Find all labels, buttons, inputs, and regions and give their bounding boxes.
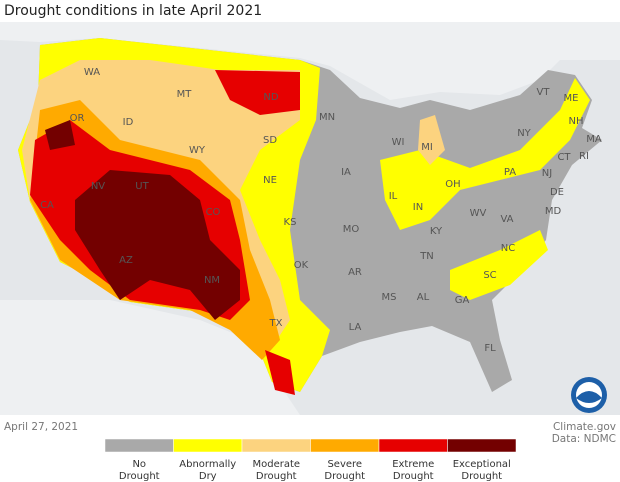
mexico xyxy=(0,300,300,415)
extreme-drought-area xyxy=(265,350,295,395)
state-label: MI xyxy=(421,142,433,153)
noaa-logo xyxy=(571,377,607,413)
state-label: AL xyxy=(417,292,430,303)
us-map: WA OR CA NV ID MT WY UT AZ CO NM ND SD NE KS OK TX MN IA MO… xyxy=(18,38,602,395)
legend-swatch xyxy=(104,438,174,453)
state-label: OK xyxy=(294,260,309,271)
state-label: MT xyxy=(177,89,193,100)
state-label: VT xyxy=(537,87,551,98)
state-label: NJ xyxy=(542,168,552,179)
legend-label: Abnormally xyxy=(179,459,236,470)
legend-swatch xyxy=(310,438,380,453)
state-label: FL xyxy=(484,343,496,354)
legend-swatch xyxy=(447,438,517,453)
state-label: KY xyxy=(430,226,443,237)
legend-label: Drought xyxy=(461,471,502,482)
state-label: LA xyxy=(349,322,362,333)
moderate-drought-area xyxy=(418,115,445,165)
legend-label: Dry xyxy=(199,471,217,482)
legend-label: Drought xyxy=(324,471,365,482)
state-label: MD xyxy=(545,206,562,217)
state-label: NH xyxy=(569,116,584,127)
legend-label: Drought xyxy=(256,471,297,482)
abnormally-dry-area xyxy=(450,230,548,300)
state-label: IA xyxy=(341,167,351,178)
state-label: MS xyxy=(382,292,397,303)
state-label: UT xyxy=(135,181,149,192)
state-label: KS xyxy=(284,217,297,228)
state-label: AR xyxy=(348,267,362,278)
state-label: NE xyxy=(263,175,277,186)
state-label: CA xyxy=(40,200,54,211)
state-label: TN xyxy=(419,251,434,262)
state-label: WV xyxy=(470,208,487,219)
legend-swatch xyxy=(378,438,448,453)
exceptional-drought-area xyxy=(75,170,240,320)
state-label: ND xyxy=(263,92,278,103)
date: April 27, 2021 xyxy=(4,421,78,433)
state-label: MA xyxy=(586,134,602,145)
state-label: GA xyxy=(455,295,470,306)
state-label: MO xyxy=(343,224,360,235)
state-label: PA xyxy=(504,167,516,178)
legend-label: Drought xyxy=(119,471,160,482)
canada xyxy=(0,22,620,100)
state-label: DE xyxy=(550,187,564,198)
state-label: ID xyxy=(123,117,134,128)
legend-swatch xyxy=(241,438,311,453)
title: Drought conditions in late April 2021 xyxy=(4,3,262,19)
legend-label: Moderate xyxy=(252,459,300,470)
abnormally-dry-area xyxy=(380,78,590,230)
exceptional-drought-area xyxy=(45,120,75,150)
state-label: OH xyxy=(445,179,460,190)
state-label: SD xyxy=(263,135,277,146)
state-label: VA xyxy=(500,214,513,225)
legend-swatch xyxy=(173,438,243,453)
legend-label: Drought xyxy=(393,471,434,482)
state-label: IN xyxy=(413,202,423,213)
state-label: NY xyxy=(517,128,531,139)
state-label: WA xyxy=(84,67,100,78)
legend-label: Extreme xyxy=(392,459,434,470)
state-label: OR xyxy=(70,113,85,124)
legend-label: Exceptional xyxy=(453,459,511,470)
source: Climate.gov xyxy=(553,421,616,433)
state-label: IL xyxy=(389,191,398,202)
extreme-drought-area xyxy=(215,70,300,115)
legend-label: Severe xyxy=(327,459,362,470)
state-label: SC xyxy=(483,270,496,281)
state-label: WI xyxy=(392,137,405,148)
state-label: NC xyxy=(501,243,515,254)
state-label: CO xyxy=(206,207,221,218)
state-label: CT xyxy=(557,152,571,163)
state-label: MN xyxy=(319,112,335,123)
state-label: TX xyxy=(269,318,283,329)
state-label: ME xyxy=(564,93,579,104)
data-credit: Data: NDMC xyxy=(552,433,616,445)
state-label: AZ xyxy=(119,255,133,266)
state-label: NV xyxy=(91,181,105,192)
state-label: NM xyxy=(204,275,220,286)
state-label: RI xyxy=(579,151,589,162)
legend-label: No xyxy=(132,459,146,470)
state-label: WY xyxy=(189,145,206,156)
